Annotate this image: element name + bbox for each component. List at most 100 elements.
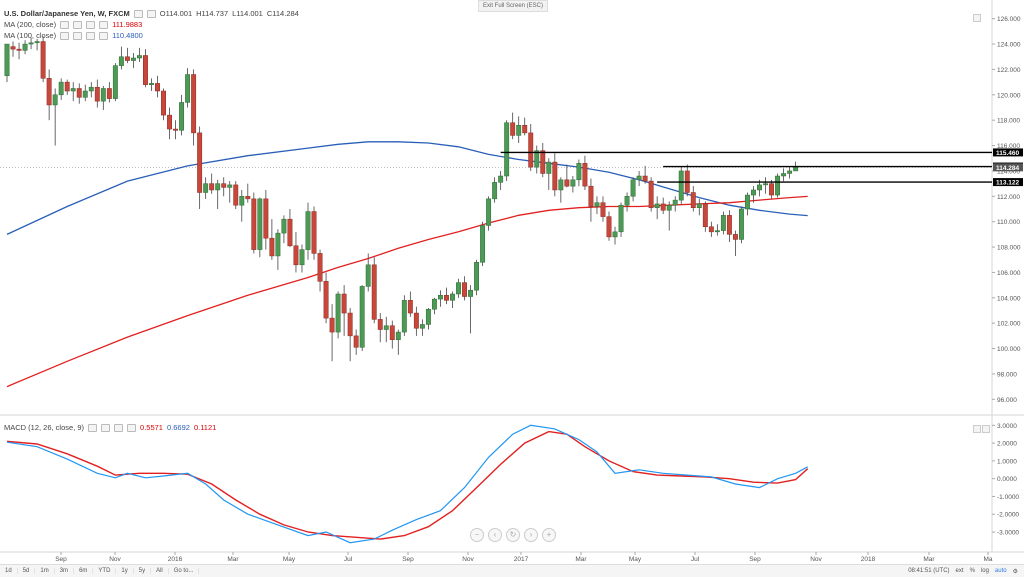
price-tick-label: 112.000 [997, 194, 1020, 201]
bottom-toolbar: 1d 5d 1m 3m 6m YTD 1y 5y All Go to... 08… [0, 564, 1024, 577]
time-tick-label: Nov [462, 556, 474, 563]
macd-legend: MACD (12, 26, close, 9) 0.5571 0.6692 0.… [4, 423, 216, 432]
timeframe-1m[interactable]: 1m [35, 568, 54, 574]
candle-body [197, 133, 201, 193]
close-icon[interactable] [86, 21, 95, 29]
candle-body [517, 125, 521, 135]
candle-body [396, 332, 400, 340]
candle-body [408, 300, 412, 313]
timeframe-5y[interactable]: 5y [134, 568, 151, 574]
candle-body [577, 163, 581, 179]
timeframe-6m[interactable]: 6m [74, 568, 93, 574]
candle-body [420, 324, 424, 328]
more-icon[interactable] [127, 424, 136, 432]
auto-toggle[interactable]: auto [995, 568, 1007, 574]
candle-body [330, 318, 334, 332]
candle-body [414, 313, 418, 328]
close-icon[interactable] [114, 424, 123, 432]
macd-value-1: 0.5571 [140, 423, 163, 432]
candle-body [679, 171, 683, 200]
candle-body [161, 91, 165, 115]
price-tag-label: 115.460 [996, 150, 1020, 157]
timeframe-1y[interactable]: 1y [116, 568, 133, 574]
scroll-left-button[interactable]: ‹ [488, 528, 502, 542]
price-tick-label: 102.000 [997, 321, 1021, 328]
visibility-icon[interactable] [134, 10, 143, 18]
candle-body [179, 102, 183, 130]
settings-icon[interactable] [147, 10, 156, 18]
symbol-title[interactable]: U.S. Dollar/Japanese Yen, W, FXCM [4, 9, 130, 18]
timeframe-all[interactable]: All [151, 568, 169, 574]
time-tick-label: May [629, 556, 642, 563]
go-to-button[interactable]: Go to... [169, 568, 200, 574]
ma200-label[interactable]: MA (200, close) [4, 20, 56, 29]
gear-icon[interactable]: ⚙ [1013, 568, 1018, 575]
pane-maximize-button[interactable] [973, 14, 981, 22]
time-tick-label: May [283, 556, 296, 563]
zoom-out-button[interactable]: − [470, 528, 484, 542]
candle-body [252, 199, 256, 250]
candle-body [318, 253, 322, 281]
candle-body [757, 185, 761, 190]
candle-body [149, 83, 153, 84]
candle-body [589, 186, 593, 206]
candle-body [529, 133, 533, 167]
time-tick-label: 2016 [168, 556, 183, 563]
candle-body [625, 196, 629, 205]
timeframe-5d[interactable]: 5d [18, 568, 36, 574]
reset-chart-button[interactable]: ↻ [506, 528, 520, 542]
time-tick-label: Ma [983, 556, 992, 563]
price-tick-label: 100.000 [997, 346, 1021, 353]
candle-body [246, 196, 250, 199]
candle-body [155, 83, 159, 91]
scroll-right-button[interactable]: › [524, 528, 538, 542]
candle-body [787, 171, 791, 174]
close-icon[interactable] [86, 32, 95, 40]
visibility-icon[interactable] [60, 21, 69, 29]
timeframe-ytd[interactable]: YTD [93, 568, 116, 574]
exit-fullscreen-button[interactable]: Exit Full Screen (ESC) [478, 0, 548, 12]
candle-body [553, 162, 557, 190]
price-tag-label: 113.122 [996, 180, 1020, 187]
zoom-in-button[interactable]: + [542, 528, 556, 542]
ma100-legend: MA (100, close) 110.4800 [4, 31, 143, 40]
log-toggle[interactable]: log [981, 568, 989, 574]
settings-icon[interactable] [73, 32, 82, 40]
visibility-icon[interactable] [88, 424, 97, 432]
time-tick-label: Sep [55, 556, 67, 563]
symbol-legend: U.S. Dollar/Japanese Yen, W, FXCM O114.0… [4, 9, 299, 18]
candle-body [504, 123, 508, 176]
candle-body [739, 209, 743, 239]
price-tick-label: 106.000 [997, 270, 1021, 277]
time-tick-label: Mar [227, 556, 239, 563]
timeframe-3m[interactable]: 3m [55, 568, 74, 574]
candle-body [432, 299, 436, 309]
candle-body [53, 95, 57, 105]
more-icon[interactable] [99, 32, 108, 40]
more-icon[interactable] [99, 21, 108, 29]
settings-icon[interactable] [73, 21, 82, 29]
timeframe-1d[interactable]: 1d [0, 568, 18, 574]
candle-body [655, 204, 659, 208]
settings-icon[interactable] [101, 424, 110, 432]
macd-pane-maximize-button[interactable] [982, 425, 990, 433]
macd-pane-up-button[interactable] [973, 425, 981, 433]
macd-label[interactable]: MACD (12, 26, close, 9) [4, 423, 84, 432]
ma100-label[interactable]: MA (100, close) [4, 31, 56, 40]
ohlc-close: C114.284 [267, 9, 299, 18]
candle-body [59, 82, 63, 95]
candle-body [342, 294, 346, 313]
candle-body [691, 193, 695, 208]
time-tick-label: Jul [691, 556, 700, 563]
macd-tick-label: 0.0000 [997, 476, 1017, 483]
candle-body [733, 234, 737, 239]
time-tick-label: Nov [810, 556, 822, 563]
visibility-icon[interactable] [60, 32, 69, 40]
macd-tick-label: 3.0000 [997, 423, 1017, 430]
percent-toggle[interactable]: % [970, 568, 975, 574]
ext-toggle[interactable]: ext [956, 568, 964, 574]
price-tag-label: 114.284 [996, 165, 1020, 172]
ma100-value: 110.4800 [112, 31, 143, 40]
candle-body [456, 283, 460, 294]
